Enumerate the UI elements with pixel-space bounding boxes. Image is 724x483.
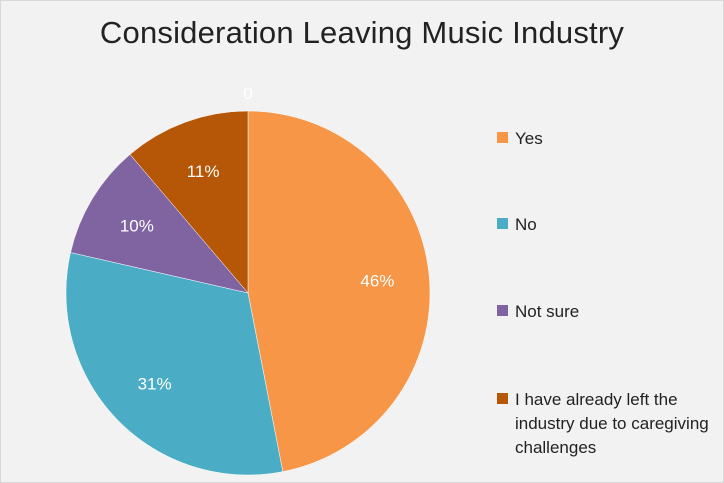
data-label-not-sure: 10% (120, 217, 154, 236)
legend-item-no: No (497, 213, 720, 237)
legend-item-already-left: I have already left the industry due to … (497, 388, 720, 460)
data-label-zero: 0 (243, 84, 252, 103)
legend-label-yes: Yes (515, 129, 543, 148)
pie-slice-yes (247, 110, 431, 472)
legend-label-no: No (515, 215, 537, 234)
data-label-no: 31% (138, 374, 172, 393)
pie-slice-not-sure (70, 154, 249, 294)
legend-label-not-sure: Not sure (515, 302, 580, 321)
legend-item-not-sure: Not sure (497, 300, 720, 324)
pie-slice-no (65, 252, 284, 476)
chart-title: Consideration Leaving Music Industry (99, 15, 625, 50)
legend-swatch-yes (497, 132, 508, 143)
pie-slice-already-left (129, 110, 249, 294)
legend-swatch-no (497, 218, 508, 229)
legend-swatch-already-left (497, 393, 508, 404)
data-label-yes: 46% (360, 272, 394, 291)
legend-swatch-not-sure (497, 305, 508, 316)
data-label-already-left: 11% (187, 162, 220, 181)
legend-item-yes: Yes (497, 127, 720, 151)
legend-label-already-left: I have already left the industry due to … (515, 390, 709, 457)
